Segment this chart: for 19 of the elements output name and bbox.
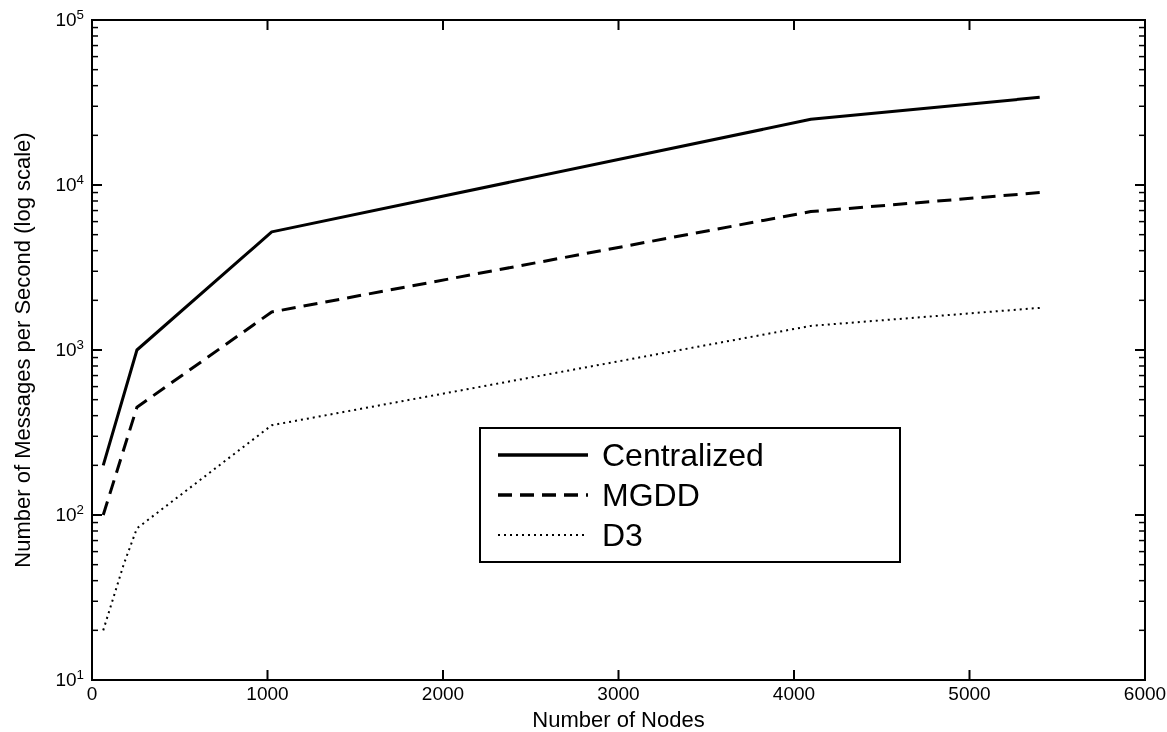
x-tick-label: 3000 <box>597 683 640 704</box>
y-tick-label: 10$^{2}$ <box>55 501 84 525</box>
x-tick-label: 2000 <box>421 683 465 704</box>
x-tick-label: 4000 <box>772 683 816 704</box>
x-tick-label: 6000 <box>1123 683 1167 704</box>
legend-label: MGDD <box>602 477 700 513</box>
y-tick-label: 10$^{1}$ <box>55 666 84 690</box>
legend-label: Centralized <box>602 437 764 473</box>
line-series <box>102 306 1041 632</box>
y-tick-label: 10$^{4}$ <box>55 171 84 195</box>
x-tick-label: 1000 <box>246 683 289 704</box>
line-series <box>101 95 1042 467</box>
y-tick-label: 10$^{3}$ <box>55 336 84 360</box>
x-tick-label: 0 <box>86 683 98 704</box>
x-axis-title: Number of Nodes <box>532 707 705 732</box>
x-tick-label: 5000 <box>948 683 991 704</box>
legend-label: D3 <box>602 517 643 553</box>
y-axis-title: Number of Messages per Second (log scale) <box>10 132 35 568</box>
y-tick-label: 10$^{5}$ <box>55 6 84 30</box>
